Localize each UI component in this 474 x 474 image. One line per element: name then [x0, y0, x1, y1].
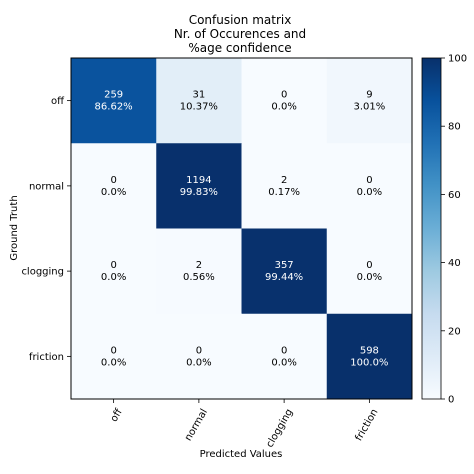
cell-percent-label: 99.83%	[180, 187, 218, 198]
cell-count-label: 0	[281, 345, 287, 356]
colorbar-ticks: 0 20 40 60 80 100	[441, 54, 467, 406]
matrix-cell	[156, 228, 242, 315]
cell-percent-label: 86.62%	[95, 102, 133, 113]
matrix-cell	[241, 313, 328, 400]
y-tick-label: off	[51, 96, 65, 107]
cell-percent-label: 0.0%	[271, 102, 296, 113]
cell-count-label: 0	[196, 345, 202, 356]
cell-percent-label: 0.0%	[186, 357, 211, 368]
matrix-cell	[326, 313, 413, 400]
matrix-cell	[71, 228, 157, 315]
matrix-cell	[71, 58, 157, 144]
matrix-cell	[326, 58, 413, 144]
chart-title-line-3: %age confidence	[188, 41, 291, 55]
matrix-cell	[71, 143, 157, 229]
cell-count-label: 0	[110, 175, 116, 186]
colorbar-tick-label: 20	[448, 326, 461, 337]
y-tick-label: clogging	[21, 267, 64, 278]
cell-percent-label: 0.56%	[183, 272, 215, 283]
cell-percent-label: 0.0%	[357, 187, 382, 198]
cell-count-label: 0	[366, 260, 372, 271]
cell-percent-label: 0.0%	[357, 272, 382, 283]
cell-count-label: 598	[360, 345, 379, 356]
x-tick-label: off	[109, 406, 126, 424]
matrix-cell	[241, 228, 328, 315]
y-tick-label: normal	[29, 181, 64, 192]
x-axis-ticks: off normal clogging friction	[109, 399, 381, 450]
cell-percent-label: 0.0%	[101, 272, 126, 283]
colorbar-tick-label: 100	[448, 54, 467, 65]
cell-count-label: 357	[275, 260, 294, 271]
cell-count-label: 259	[104, 90, 123, 101]
y-axis-ticks: off normal clogging friction	[21, 96, 71, 363]
matrix-cells: 25986.62%3110.37%00.0%93.01%00.0%119499.…	[71, 58, 413, 400]
cell-count-label: 2	[196, 260, 202, 271]
x-tick-label: friction	[353, 407, 380, 443]
cell-percent-label: 0.17%	[268, 187, 300, 198]
cell-percent-label: 99.44%	[265, 272, 303, 283]
cell-count-label: 0	[281, 90, 287, 101]
cell-percent-label: 10.37%	[180, 102, 218, 113]
colorbar-tick-label: 60	[448, 190, 461, 201]
cell-count-label: 31	[193, 90, 206, 101]
chart-title-line-1: Confusion matrix	[189, 13, 292, 27]
matrix-cell	[326, 228, 413, 315]
cell-percent-label: 0.0%	[101, 357, 126, 368]
cell-count-label: 9	[366, 90, 372, 101]
plot-frame	[70, 57, 413, 400]
matrix-cell	[156, 313, 242, 400]
x-axis-label: Predicted Values	[200, 449, 283, 460]
matrix-cell	[241, 143, 328, 229]
x-tick-label: normal	[183, 407, 210, 443]
cell-count-label: 1194	[186, 175, 211, 186]
colorbar-tick-label: 40	[448, 258, 461, 269]
matrix-cell	[156, 143, 242, 229]
matrix-cell	[71, 313, 157, 400]
x-tick-label: clogging	[264, 407, 295, 449]
colorbar	[421, 57, 442, 400]
matrix-cell	[241, 58, 328, 144]
y-tick-label: friction	[29, 352, 64, 363]
cell-percent-label: 0.0%	[101, 187, 126, 198]
cell-count-label: 0	[366, 175, 372, 186]
matrix-cell	[326, 143, 413, 229]
cell-count-label: 0	[110, 345, 116, 356]
cell-percent-label: 0.0%	[271, 357, 296, 368]
cell-count-label: 0	[110, 260, 116, 271]
y-axis-label: Ground Truth	[9, 195, 20, 260]
chart-title: Confusion matrix Nr. of Occurences and %…	[174, 13, 306, 55]
cell-percent-label: 100.0%	[350, 357, 388, 368]
cell-count-label: 2	[281, 175, 287, 186]
chart-title-line-2: Nr. of Occurences and	[174, 27, 306, 41]
matrix-cell	[156, 58, 242, 144]
colorbar-tick-label: 80	[448, 122, 461, 133]
cell-percent-label: 3.01%	[353, 102, 385, 113]
colorbar-tick-label: 0	[448, 395, 454, 406]
